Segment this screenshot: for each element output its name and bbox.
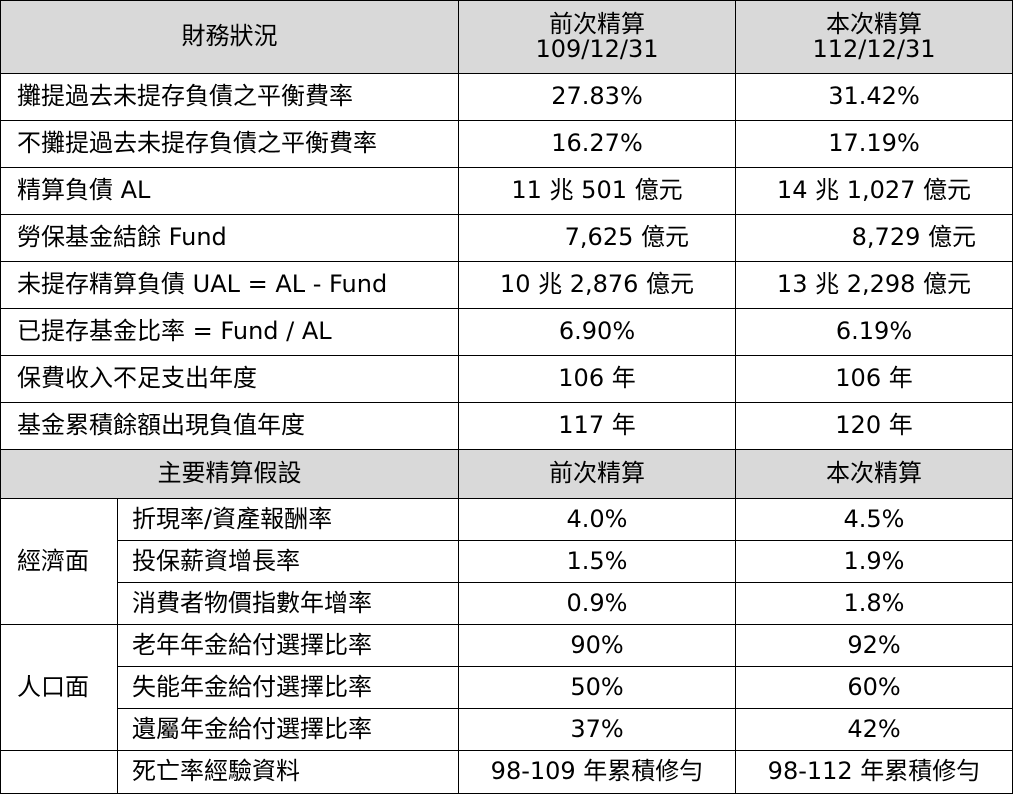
prev-value: 16.27% (458, 120, 736, 168)
table-row: 失能年金給付選擇比率 50% 60% (1, 666, 1013, 709)
curr-value: 6.19% (735, 308, 1013, 356)
curr-value: 98-112 年累積修勻 (735, 750, 1013, 794)
row-label: 精算負債 AL (0, 167, 459, 215)
curr-value: 92% (735, 624, 1013, 667)
prev-value: 6.90% (458, 308, 736, 356)
prev-value: 0.9% (458, 582, 736, 625)
row-label: 消費者物價指數年增率 (117, 582, 459, 625)
table-row: 基金累積餘額出現負值年度 117 年 120 年 (0, 402, 1013, 450)
table-row: 攤提過去未提存負債之平衡費率 27.83% 31.42% (0, 73, 1013, 121)
row-label: 不攤提過去未提存負債之平衡費率 (0, 120, 459, 168)
curr-value: 4.5% (735, 498, 1013, 541)
curr-value: 60% (735, 666, 1013, 709)
curr-valuation-header: 本次精算 112/12/31 (735, 0, 1013, 74)
financial-header-row: 財務狀況 前次精算 109/12/31 本次精算 112/12/31 (0, 0, 1013, 74)
table-row: 死亡率經驗資料 98-109 年累積修勻 98-112 年累積修勻 (0, 750, 1013, 794)
prev-valuation-header: 前次精算 109/12/31 (458, 0, 736, 74)
demographic-group-label: 人口面 (0, 624, 118, 751)
row-label: 基金累積餘額出現負值年度 (0, 402, 459, 450)
prev-value: 11 兆 501 億元 (458, 167, 736, 215)
table-row: 不攤提過去未提存負債之平衡費率 16.27% 17.19% (0, 120, 1013, 168)
curr-value: 1.9% (735, 540, 1013, 583)
assumptions-prev-header: 前次精算 (458, 449, 736, 499)
prev-valuation-date: 109/12/31 (535, 35, 659, 63)
row-label: 老年年金給付選擇比率 (117, 624, 459, 667)
empty-group-cell (0, 750, 118, 794)
curr-value: 8,729 億元 (735, 214, 1013, 262)
table-row: 經濟面 折現率/資產報酬率 4.0% 4.5% (0, 498, 1013, 625)
row-label: 保費收入不足支出年度 (0, 355, 459, 403)
curr-value: 106 年 (735, 355, 1013, 403)
row-label: 折現率/資產報酬率 (117, 498, 459, 541)
table-row: 未提存精算負債 UAL = AL - Fund 10 兆 2,876 億元 13… (0, 261, 1013, 309)
table-row: 精算負債 AL 11 兆 501 億元 14 兆 1,027 億元 (0, 167, 1013, 215)
prev-valuation-title: 前次精算 (549, 9, 645, 38)
row-label: 攤提過去未提存負債之平衡費率 (0, 73, 459, 121)
curr-value: 14 兆 1,027 億元 (735, 167, 1013, 215)
table-row: 遺屬年金給付選擇比率 37% 42% (1, 708, 1013, 751)
curr-value: 120 年 (735, 402, 1013, 450)
curr-value: 17.19% (735, 120, 1013, 168)
assumptions-header-label: 主要精算假設 (0, 449, 459, 499)
assumptions-header-row: 主要精算假設 前次精算 本次精算 (0, 449, 1013, 499)
prev-value: 90% (458, 624, 736, 667)
economic-group-label: 經濟面 (0, 498, 118, 625)
table-row: 保費收入不足支出年度 106 年 106 年 (0, 355, 1013, 403)
row-label: 已提存基金比率 = Fund / AL (0, 308, 459, 356)
row-label: 未提存精算負債 UAL = AL - Fund (0, 261, 459, 309)
table-row: 已提存基金比率 = Fund / AL 6.90% 6.19% (0, 308, 1013, 356)
curr-valuation-date: 112/12/31 (812, 35, 936, 63)
prev-value: 7,625 億元 (458, 214, 736, 262)
table-row: 投保薪資增長率 1.5% 1.9% (1, 540, 1013, 583)
prev-value: 10 兆 2,876 億元 (458, 261, 736, 309)
row-label: 失能年金給付選擇比率 (117, 666, 459, 709)
curr-value: 13 兆 2,298 億元 (735, 261, 1013, 309)
prev-value: 27.83% (458, 73, 736, 121)
prev-value: 98-109 年累積修勻 (458, 750, 736, 794)
prev-value: 1.5% (458, 540, 736, 583)
prev-value: 4.0% (458, 498, 736, 541)
prev-value: 117 年 (458, 402, 736, 450)
assumptions-curr-header: 本次精算 (735, 449, 1013, 499)
prev-value: 37% (458, 708, 736, 751)
curr-valuation-title: 本次精算 (826, 9, 922, 38)
prev-value: 106 年 (458, 355, 736, 403)
table-row: 消費者物價指數年增率 0.9% 1.8% (1, 582, 1013, 625)
prev-value: 50% (458, 666, 736, 709)
curr-value: 31.42% (735, 73, 1013, 121)
row-label: 遺屬年金給付選擇比率 (117, 708, 459, 751)
curr-value: 42% (735, 708, 1013, 751)
table-row: 人口面 老年年金給付選擇比率 90% 92% (0, 624, 1013, 751)
curr-value: 1.8% (735, 582, 1013, 625)
table-row: 勞保基金結餘 Fund 7,625 億元 8,729 億元 (0, 214, 1013, 262)
financial-header-label: 財務狀況 (0, 0, 459, 74)
row-label: 死亡率經驗資料 (117, 750, 459, 794)
row-label: 勞保基金結餘 Fund (0, 214, 459, 262)
row-label: 投保薪資增長率 (117, 540, 459, 583)
